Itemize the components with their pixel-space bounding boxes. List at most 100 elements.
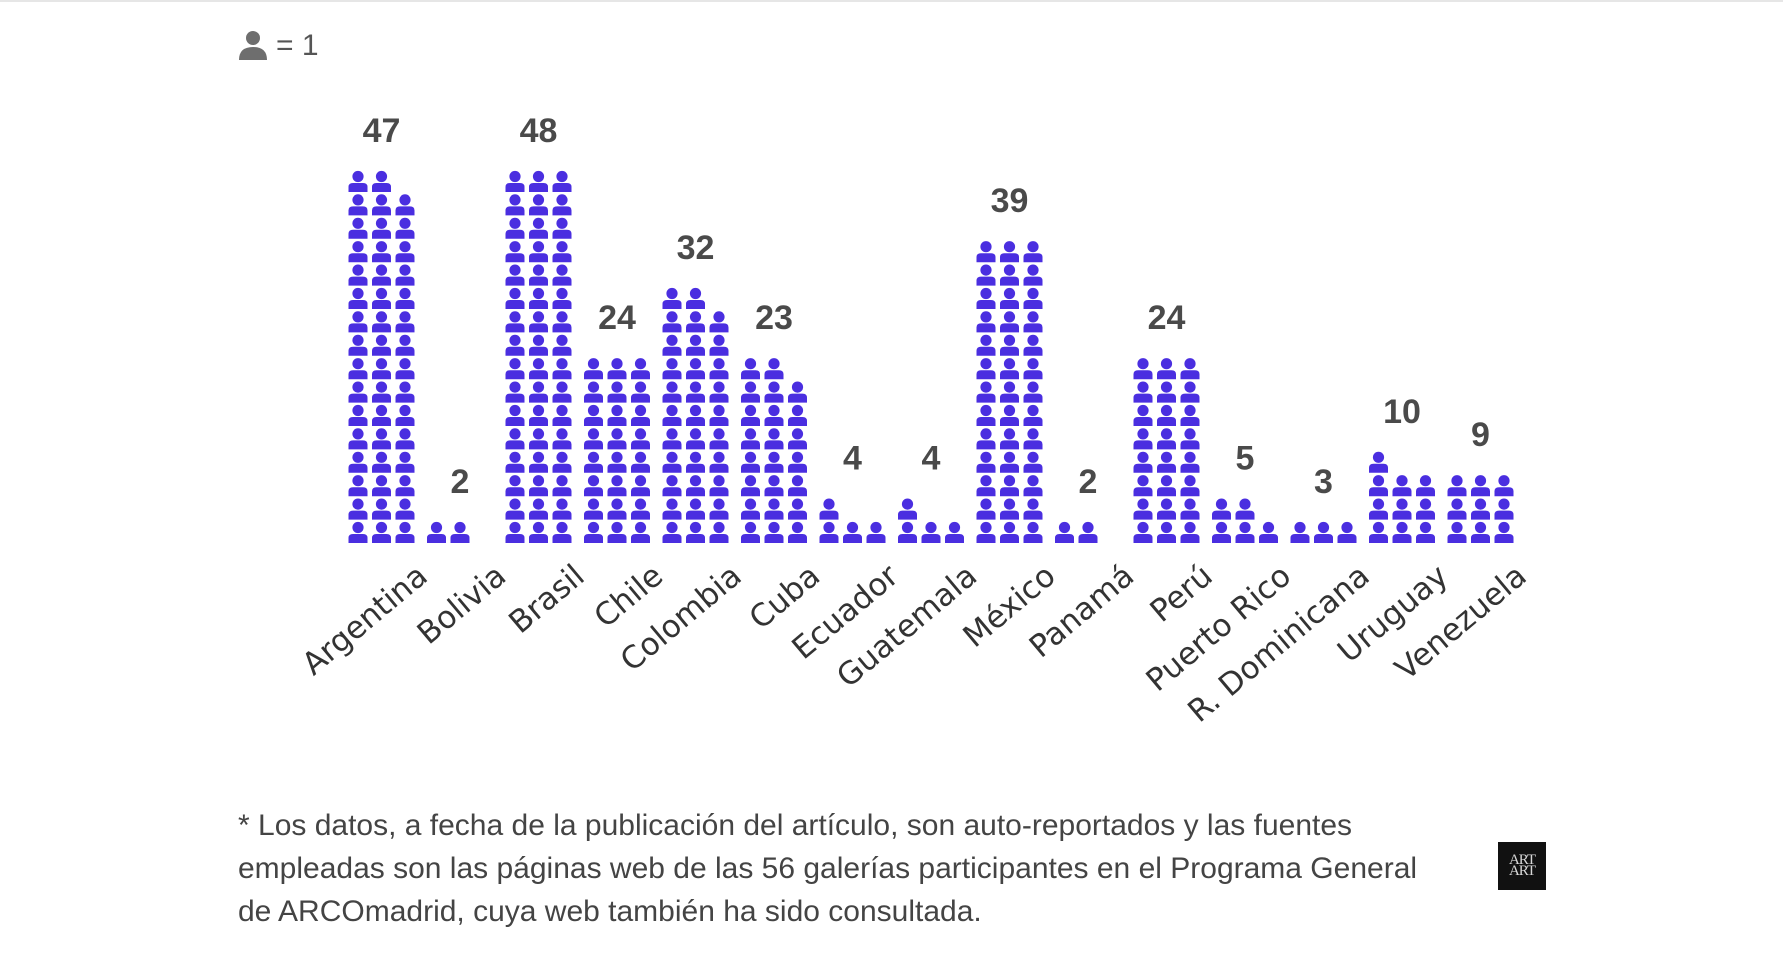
person-icon	[764, 475, 784, 497]
pictogram-chart: 47Argentina2Bolivia48Brasil24Chile32Colo…	[296, 112, 1534, 730]
person-icon	[662, 498, 682, 520]
person-icon	[395, 404, 415, 426]
person-icon	[1157, 404, 1176, 426]
person-icon	[529, 428, 548, 450]
person-icon	[662, 428, 682, 450]
pictogram-column	[1133, 358, 1200, 543]
person-icon	[552, 241, 572, 263]
pictogram-column	[662, 287, 729, 543]
logo-text-bottom: ART	[1508, 863, 1536, 879]
person-icon	[709, 475, 729, 497]
value-label: 10	[1383, 393, 1421, 431]
person-icon	[898, 521, 917, 543]
person-icon	[552, 404, 572, 426]
value-label: 48	[520, 112, 558, 150]
person-icon	[529, 451, 548, 473]
person-icon	[1000, 264, 1019, 286]
person-icon	[1447, 475, 1467, 497]
pictogram-column	[427, 521, 470, 543]
person-icon	[1023, 287, 1043, 309]
person-icon	[1000, 358, 1019, 380]
pictogram-column	[505, 170, 572, 543]
person-icon	[1023, 498, 1043, 520]
person-icon	[709, 404, 729, 426]
person-icon	[395, 381, 415, 403]
person-icon	[1157, 475, 1176, 497]
pictogram-column	[741, 358, 807, 543]
person-icon	[348, 241, 368, 263]
person-icon	[395, 287, 415, 309]
person-icon	[741, 404, 760, 426]
person-icon	[686, 287, 705, 309]
person-icon	[607, 475, 627, 497]
person-icon	[1000, 287, 1019, 309]
person-icon	[1157, 358, 1176, 380]
person-icon	[372, 287, 391, 309]
value-label: 39	[991, 182, 1029, 220]
person-icon	[1000, 334, 1019, 356]
person-icon	[395, 475, 415, 497]
person-icon	[662, 381, 682, 403]
person-icon	[788, 428, 807, 450]
person-icon	[1023, 334, 1043, 356]
person-icon	[1180, 521, 1200, 543]
person-icon	[976, 287, 996, 309]
person-icon	[1447, 521, 1467, 543]
person-icon	[395, 264, 415, 286]
pictogram-column	[584, 358, 650, 543]
person-icon	[1180, 404, 1200, 426]
person-icon	[552, 170, 572, 192]
person-icon	[584, 381, 603, 403]
person-icon	[1157, 428, 1176, 450]
pictogram-column	[1212, 498, 1278, 543]
person-icon	[1416, 498, 1435, 520]
person-icon	[395, 334, 415, 356]
person-icon	[741, 451, 760, 473]
person-icon	[505, 451, 525, 473]
category-label: Brasil	[502, 558, 591, 641]
person-icon	[741, 428, 760, 450]
logo-text-top: ART	[1508, 852, 1536, 868]
person-icon	[662, 334, 682, 356]
value-label: 47	[363, 112, 401, 150]
person-icon	[1494, 521, 1514, 543]
person-icon	[764, 498, 784, 520]
person-icon	[1023, 404, 1043, 426]
pictogram-column	[898, 498, 964, 543]
person-icon	[686, 334, 705, 356]
person-icon	[529, 264, 548, 286]
person-icon	[505, 358, 525, 380]
person-icon	[819, 521, 839, 543]
person-icon	[1416, 521, 1435, 543]
person-icon	[1055, 521, 1074, 543]
person-icon	[662, 521, 682, 543]
person-icon	[348, 334, 368, 356]
person-icon	[607, 498, 627, 520]
person-icon	[372, 241, 391, 263]
person-icon	[976, 264, 996, 286]
person-icon	[395, 241, 415, 263]
pictogram-column	[976, 241, 1043, 543]
person-icon	[709, 311, 729, 333]
person-icon	[552, 358, 572, 380]
person-icon	[607, 381, 627, 403]
person-icon	[764, 381, 784, 403]
person-icon	[1471, 498, 1490, 520]
person-icon	[1157, 451, 1176, 473]
person-icon	[976, 475, 996, 497]
person-icon	[709, 428, 729, 450]
legend-text: = 1	[276, 29, 319, 62]
person-icon	[1157, 381, 1176, 403]
person-icon	[1133, 521, 1153, 543]
person-icon	[372, 311, 391, 333]
person-icon	[372, 334, 391, 356]
value-label: 32	[677, 229, 715, 267]
person-icon	[529, 217, 548, 239]
value-label: 3	[1314, 463, 1333, 501]
person-icon	[662, 451, 682, 473]
person-icon	[1023, 264, 1043, 286]
person-icon	[976, 334, 996, 356]
person-icon	[976, 521, 996, 543]
person-icon	[505, 428, 525, 450]
person-icon	[843, 521, 862, 543]
